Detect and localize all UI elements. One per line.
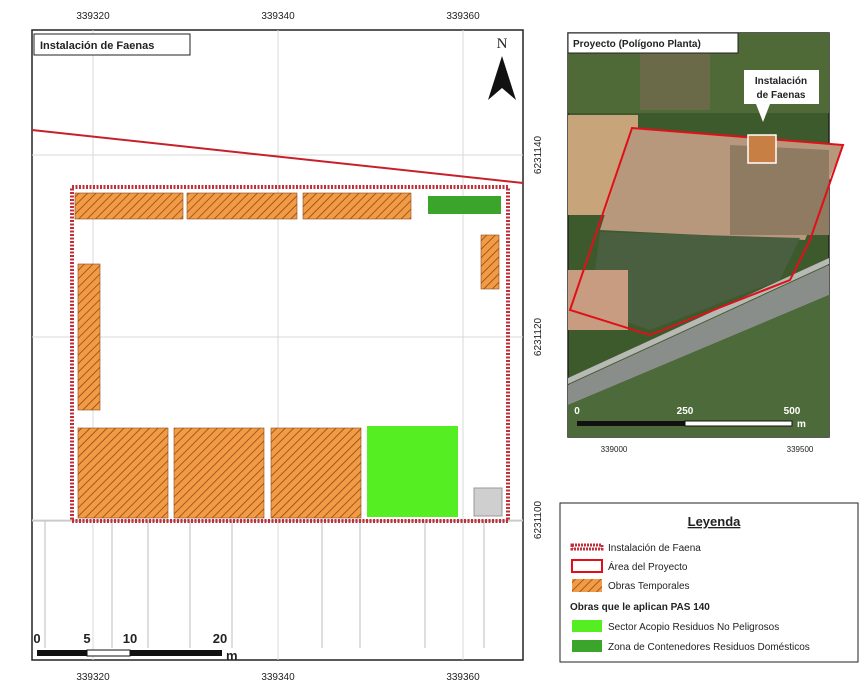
inset-map: Proyecto (Polígono Planta) Instalación d… <box>568 33 843 454</box>
legend: Leyenda Instalación de Faena Área del Pr… <box>560 503 858 662</box>
scale-unit: m <box>226 648 238 663</box>
inset-title: Proyecto (Polígono Planta) <box>573 39 701 50</box>
inset-x-tick: 339500 <box>787 445 814 454</box>
legend-item: Instalación de Faena <box>608 543 701 554</box>
legend-title: Leyenda <box>688 514 742 529</box>
inset-scale-label: 250 <box>677 406 694 417</box>
legend-item: Obras Temporales <box>608 581 690 592</box>
callout: de Faenas <box>757 90 806 101</box>
inset-scale-label: 500 <box>784 406 801 417</box>
x-tick-bottom: 339320 <box>76 672 110 683</box>
inset-scale-label: 0 <box>574 406 580 417</box>
x-tick-bottom: 339340 <box>261 672 295 683</box>
waste-storage <box>367 426 458 517</box>
legend-item: Zona de Contenedores Residuos Domésticos <box>608 642 810 653</box>
y-tick: 6231120 <box>533 317 544 356</box>
scale-label: 0 <box>33 631 40 646</box>
gray-structure <box>474 488 502 516</box>
x-tick-top: 339320 <box>76 11 110 22</box>
y-tick: 6231140 <box>533 135 544 174</box>
main-map: Instalación de Faenas N 339320 339340 33… <box>32 11 544 683</box>
map-page: Instalación de Faenas N 339320 339340 33… <box>0 0 861 686</box>
scale-label: 10 <box>123 631 137 646</box>
callout: Instalación <box>755 76 807 87</box>
legend-subtitle: Obras que le aplican PAS 140 <box>570 602 710 613</box>
x-tick-top: 339360 <box>446 11 480 22</box>
inset-scale-unit: m <box>797 419 806 430</box>
legend-item: Área del Proyecto <box>608 560 688 573</box>
north-label: N <box>497 36 508 52</box>
scale-label: 20 <box>213 631 227 646</box>
domestic-containers <box>428 196 501 214</box>
y-tick: 6231100 <box>533 500 544 539</box>
x-tick-bottom: 339360 <box>446 672 480 683</box>
map-title: Instalación de Faenas <box>40 40 154 52</box>
scale-label: 5 <box>83 631 90 646</box>
legend-item: Sector Acopio Residuos No Peligrosos <box>608 622 779 633</box>
x-tick-top: 339340 <box>261 11 295 22</box>
inset-x-tick: 339000 <box>601 445 628 454</box>
